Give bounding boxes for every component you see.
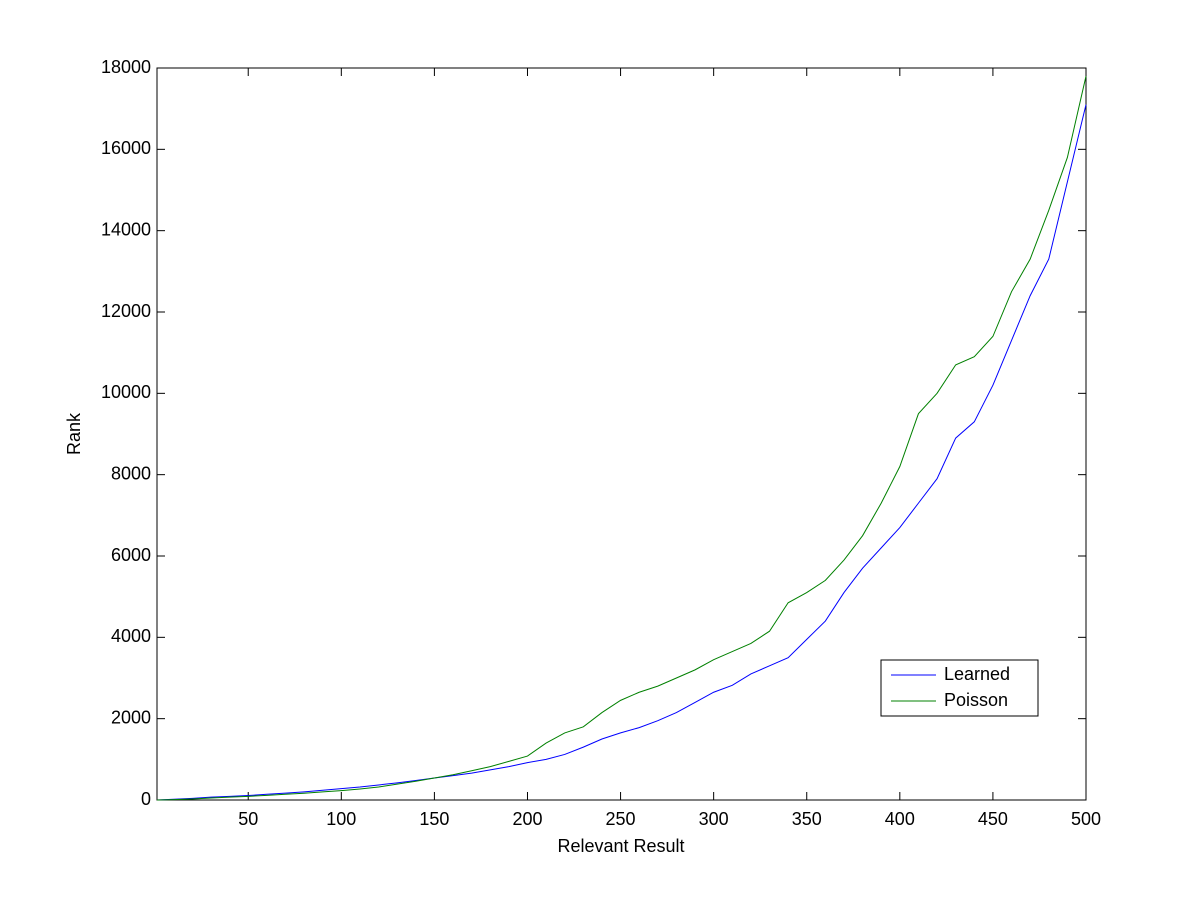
legend-label: Poisson — [944, 690, 1008, 710]
plot-frame — [156, 67, 1087, 801]
y-tick-label: 10000 — [101, 382, 151, 402]
x-tick-label: 50 — [238, 809, 258, 829]
y-tick-label: 4000 — [111, 626, 151, 646]
x-tick-label: 100 — [326, 809, 356, 829]
y-tick-label: 2000 — [111, 707, 151, 727]
y-tick-label: 14000 — [101, 219, 151, 239]
legend-box — [880, 659, 1039, 717]
line-series — [156, 104, 1087, 801]
x-tick-label: 200 — [512, 809, 542, 829]
y-tick-label: 16000 — [101, 138, 151, 158]
y-tick-label: 12000 — [101, 301, 151, 321]
y-tick-label: 8000 — [111, 463, 151, 483]
line-series — [156, 76, 1087, 801]
x-tick-label: 500 — [1071, 809, 1101, 829]
x-tick-label: 450 — [978, 809, 1008, 829]
x-tick-label: 300 — [699, 809, 729, 829]
y-tick-label: 0 — [141, 789, 151, 809]
x-axis-label: Relevant Result — [557, 836, 684, 856]
y-tick-label: 6000 — [111, 545, 151, 565]
legend-label: Learned — [944, 664, 1010, 684]
y-axis-label: Rank — [64, 412, 84, 455]
x-tick-label: 250 — [606, 809, 636, 829]
y-tick-label: 18000 — [101, 57, 151, 77]
x-tick-label: 350 — [792, 809, 822, 829]
x-tick-label: 400 — [885, 809, 915, 829]
x-tick-label: 150 — [419, 809, 449, 829]
